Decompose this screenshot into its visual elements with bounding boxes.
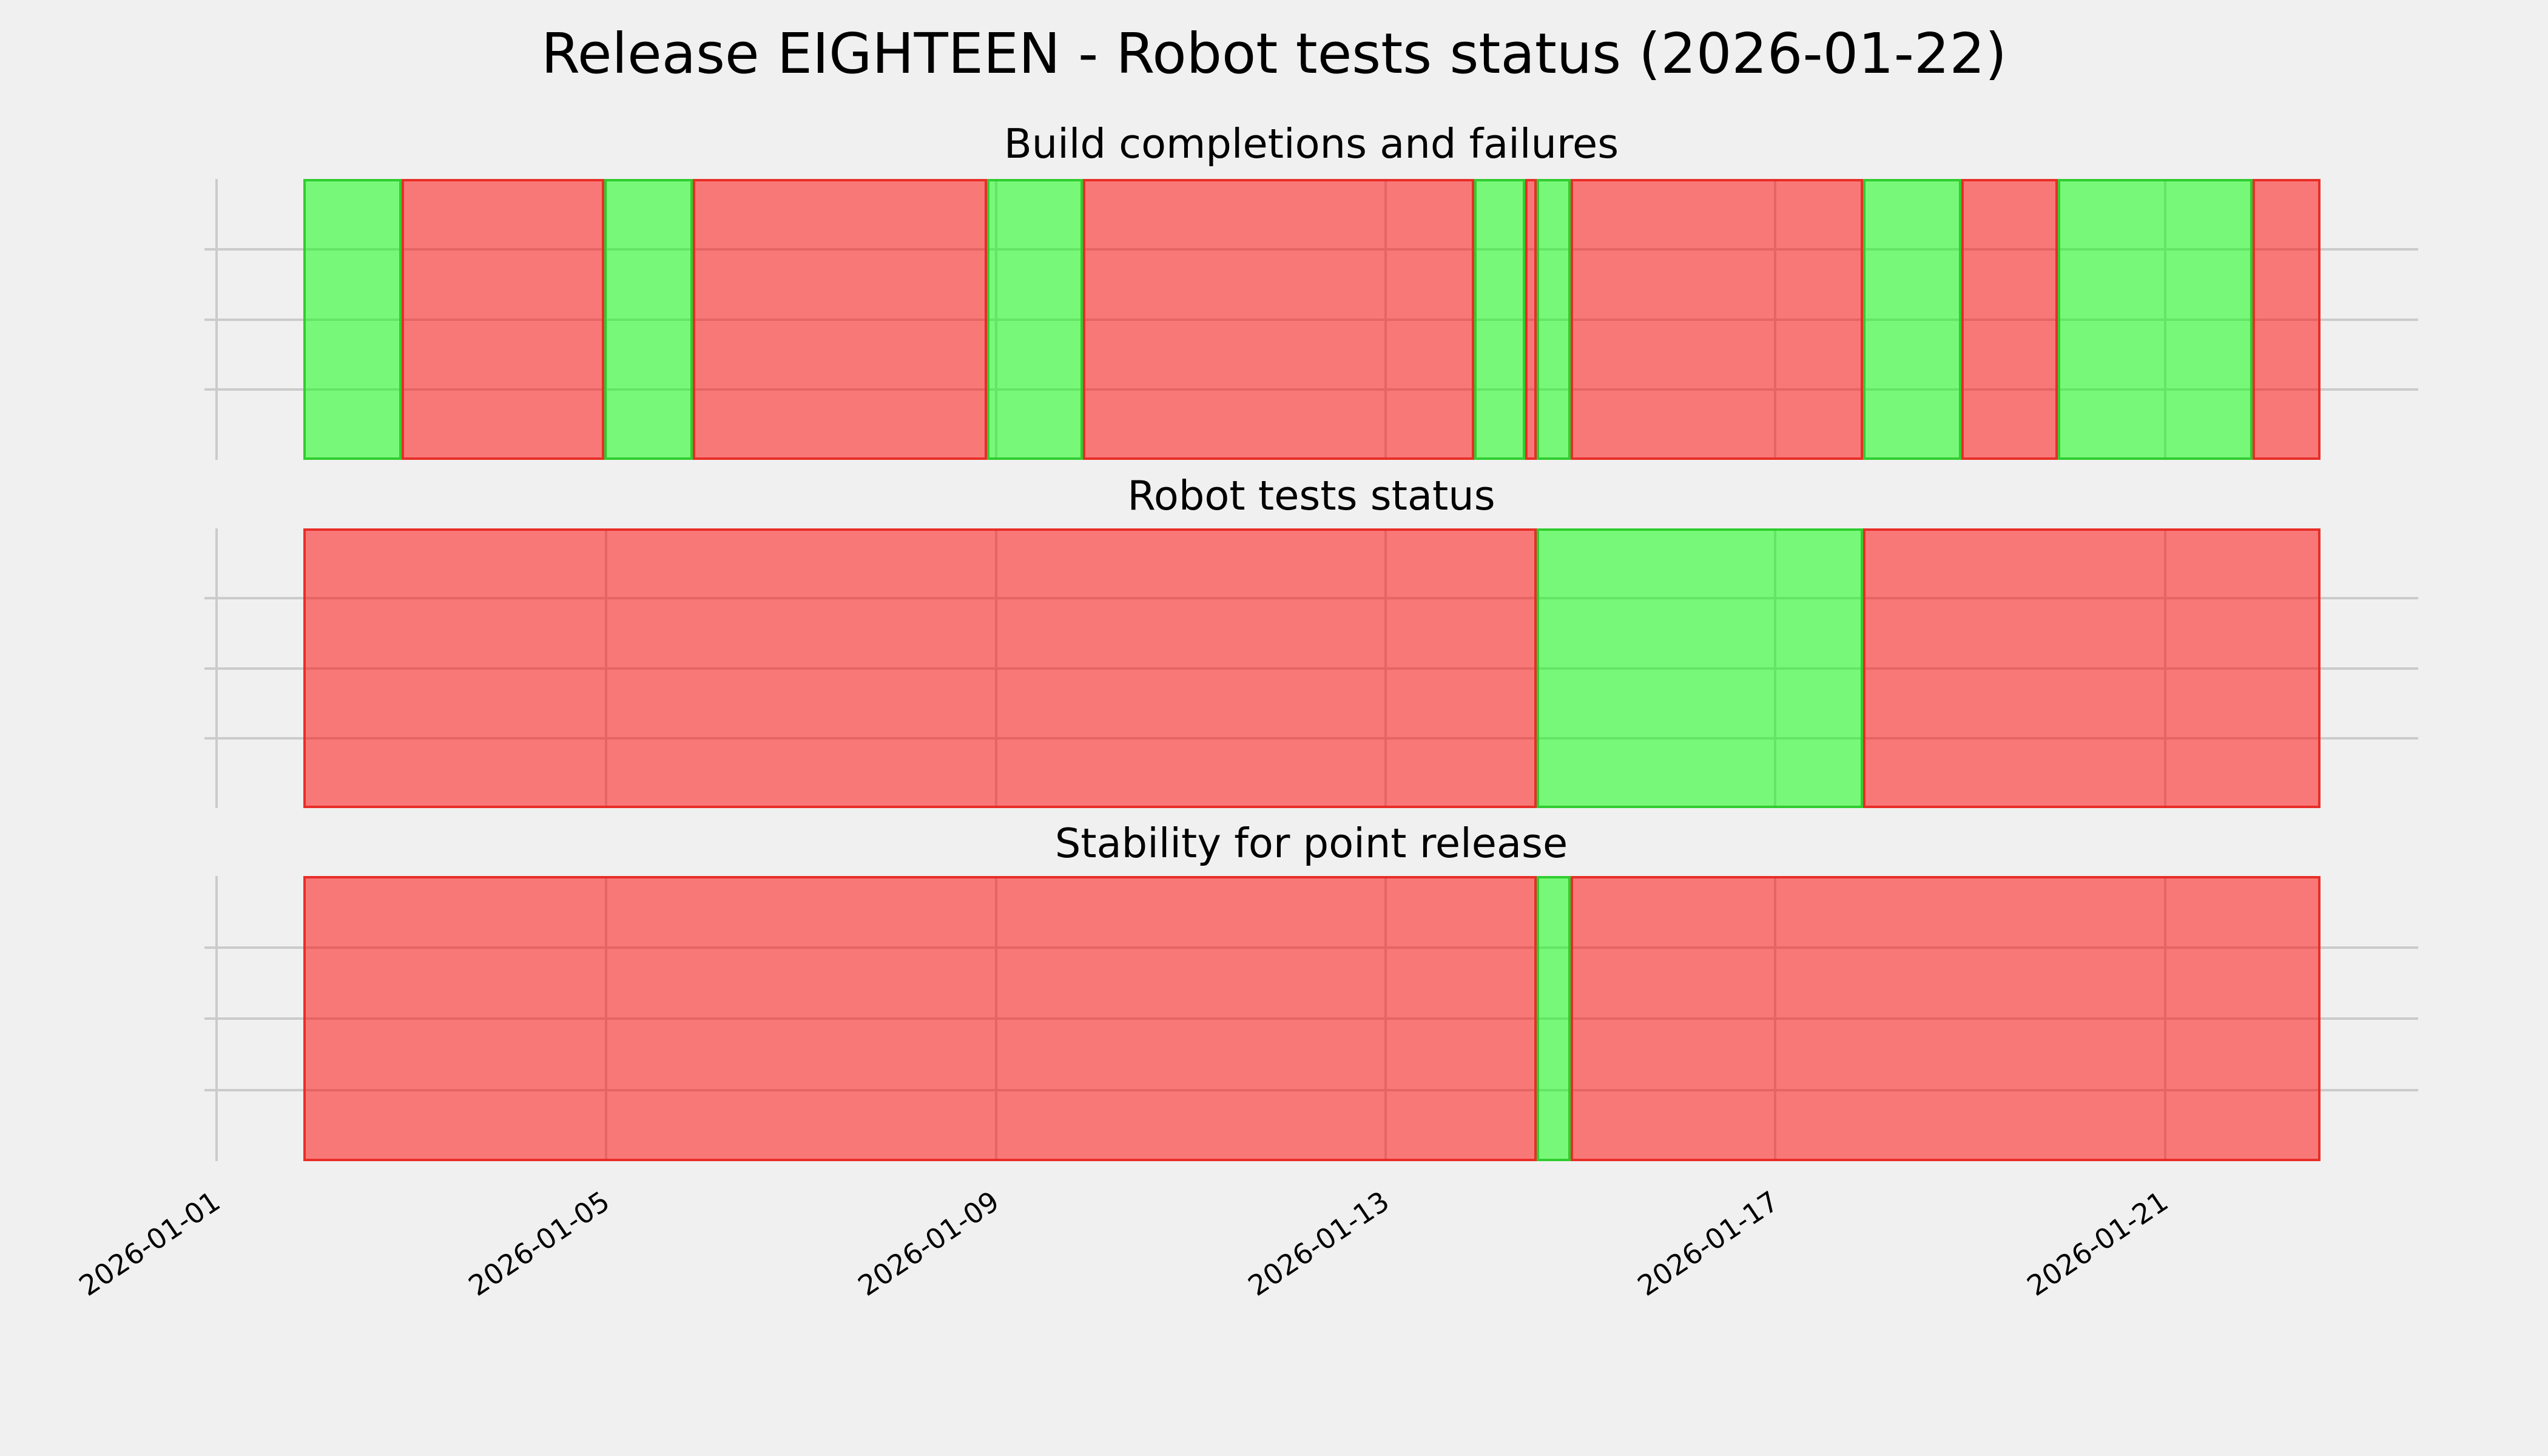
status-segment-pass [2057,179,2253,460]
status-segment-pass [987,179,1083,460]
x-tick-label: 2026-01-09 [852,1184,1005,1303]
status-segment-fail [303,528,1537,808]
status-segment-pass [1474,179,1525,460]
status-segment-fail [1961,179,2058,460]
status-segment-fail [1571,179,1863,460]
status-segment-fail [2253,179,2321,460]
status-segment-pass [303,179,402,460]
plot-area-stability [204,876,2418,1161]
x-tick-label: 2026-01-17 [1631,1184,1785,1303]
status-segment-pass [1862,179,1961,460]
status-segment-fail [693,179,988,460]
status-segment-pass [604,179,693,460]
x-tick-label: 2026-01-13 [1242,1184,1395,1303]
status-segment-pass [1536,876,1571,1161]
plot-area-build-completions [204,179,2418,460]
plot-area-robot-tests [204,528,2418,808]
x-tick-label: 2026-01-01 [73,1184,226,1303]
x-tick-label: 2026-01-05 [462,1184,616,1303]
status-segment-fail [1862,528,2321,808]
status-segment-pass [1536,179,1571,460]
subplot-title-build-completions: Build completions and failures [1003,120,1619,167]
status-segment-fail [1082,179,1475,460]
gridline-vertical [215,179,218,460]
subplot-title-robot-tests: Robot tests status [1127,472,1495,519]
status-segment-pass [1536,528,1863,808]
gridline-vertical [215,528,218,808]
subplot-title-stability: Stability for point release [1054,820,1568,867]
status-segment-fail [1525,179,1537,460]
status-segment-fail [1571,876,2321,1161]
status-segment-fail [402,179,605,460]
status-segment-fail [303,876,1537,1161]
x-tick-label: 2026-01-21 [2021,1184,2174,1303]
gridline-vertical [215,876,218,1161]
chart-title: Release EIGHTEEN - Robot tests status (2… [541,21,2007,86]
